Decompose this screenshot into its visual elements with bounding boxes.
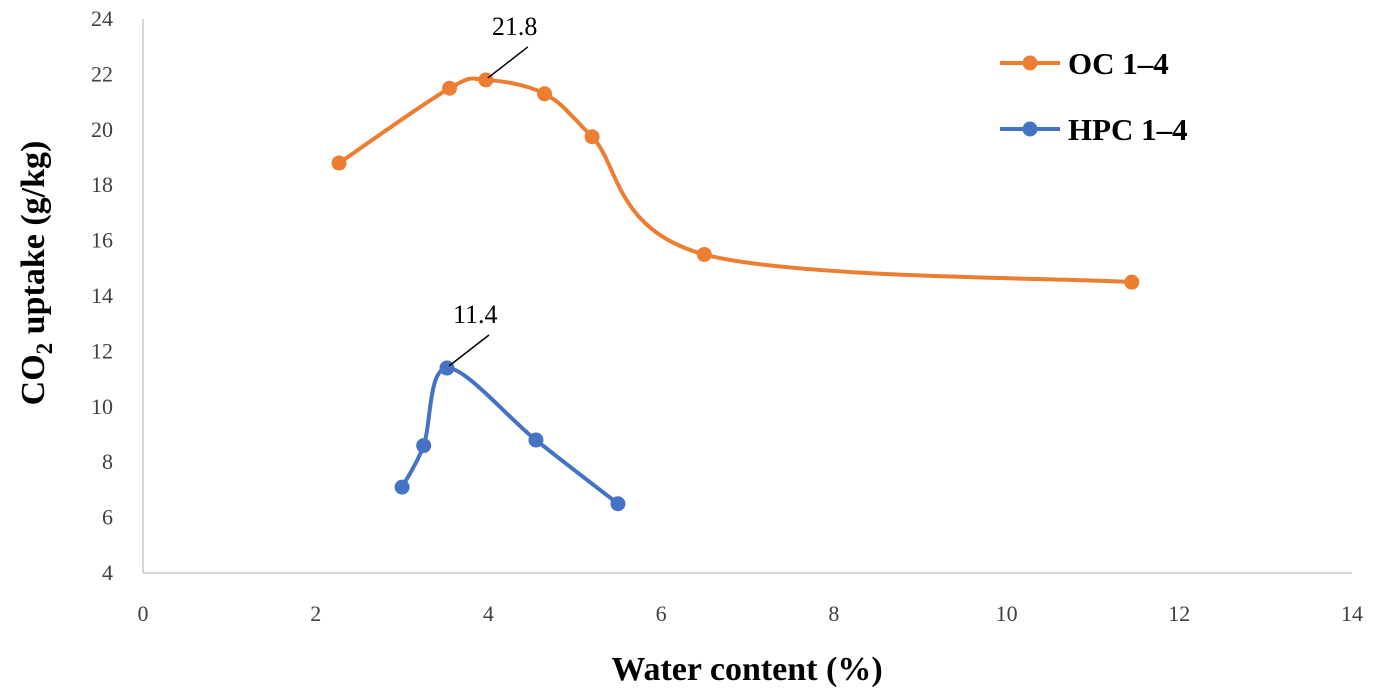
x-tick-label: 2 (310, 601, 321, 626)
data-point (416, 438, 432, 454)
y-tick-label: 20 (91, 117, 113, 142)
data-point (331, 155, 347, 171)
axes (142, 19, 1352, 574)
y-axis-title: CO2 uptake (g/kg) (15, 141, 57, 406)
y-tick-label: 6 (102, 505, 113, 530)
legend-swatch-marker (1022, 55, 1038, 71)
x-tick-label: 6 (656, 601, 667, 626)
series-line (400, 366, 620, 506)
legend: OC 1–4 HPC 1–4 (1000, 46, 1188, 147)
data-point (610, 496, 626, 512)
x-tick-label: 12 (1168, 601, 1190, 626)
x-tick-label: 4 (483, 601, 494, 626)
data-label: 21.8 (492, 12, 538, 41)
y-tick-label: 22 (91, 61, 113, 86)
x-axis-title: Water content (%) (611, 651, 882, 688)
y-axis-title-main: CO (15, 354, 52, 405)
series-line (337, 76, 1132, 285)
x-tick-label: 10 (996, 601, 1018, 626)
legend-label: HPC 1–4 (1068, 112, 1188, 147)
y-tick-label: 10 (91, 394, 113, 419)
y-axis-title-rest: uptake (g/kg) (15, 141, 52, 343)
x-tick-label: 14 (1341, 601, 1363, 626)
x-tick-label: 0 (138, 601, 149, 626)
y-tick-label: 4 (102, 560, 113, 585)
x-tick-label: 8 (828, 601, 839, 626)
data-point (528, 432, 544, 448)
data-point (584, 129, 600, 145)
y-tick-label: 12 (91, 338, 113, 363)
annotation-leader (487, 46, 529, 79)
y-tick-label: 18 (91, 172, 113, 197)
data-point (696, 246, 712, 262)
y-tick-label: 8 (102, 449, 113, 474)
y-tick-label: 24 (91, 6, 113, 31)
legend-item: OC 1–4 (1000, 46, 1169, 81)
annotation-leader (448, 334, 490, 367)
series-hpc (394, 360, 626, 512)
data-point (394, 479, 410, 495)
data-point (537, 86, 553, 102)
y-tick-label: 14 (91, 283, 113, 308)
data-label: 11.4 (453, 300, 498, 329)
data-point (1124, 274, 1140, 290)
legend-swatch-marker (1022, 121, 1038, 137)
annotations: 21.8 11.4 (448, 12, 538, 367)
y-tick-label: 16 (91, 228, 113, 253)
legend-item: HPC 1–4 (1000, 112, 1188, 147)
series-oc (331, 72, 1140, 290)
series-layer (331, 72, 1140, 512)
legend-label: OC 1–4 (1068, 46, 1169, 81)
data-point (442, 80, 458, 96)
y-axis-title-subscript: 2 (32, 343, 57, 355)
